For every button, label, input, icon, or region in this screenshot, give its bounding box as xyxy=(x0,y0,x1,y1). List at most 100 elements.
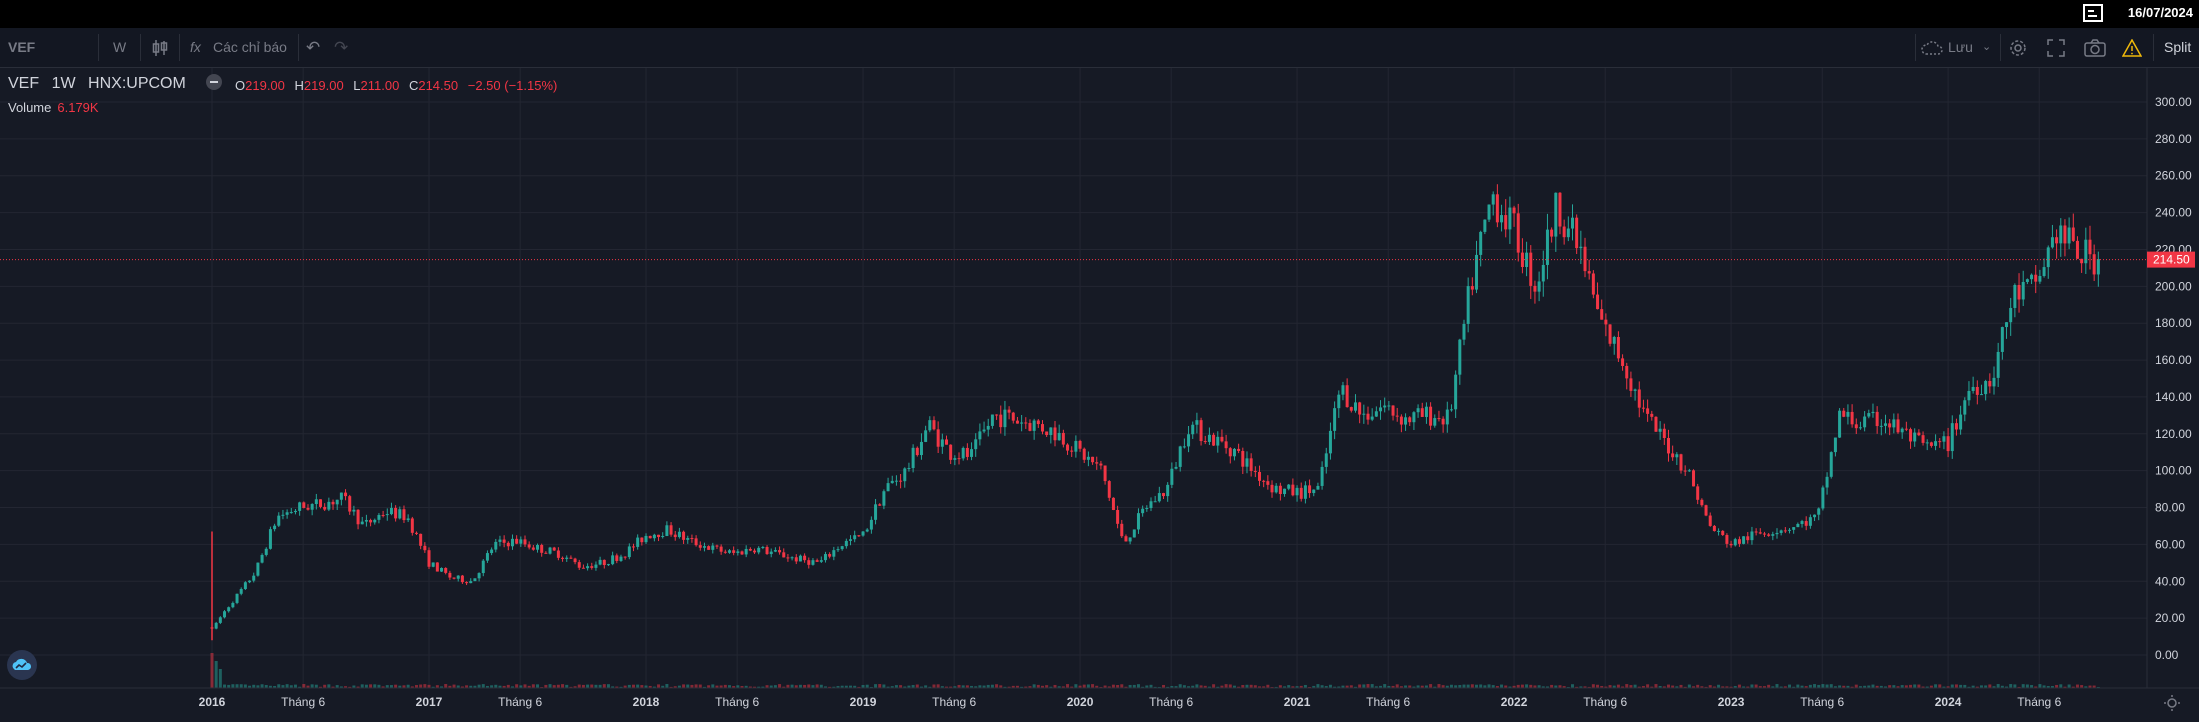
cloud-icon[interactable] xyxy=(1920,40,1944,56)
volume-bar xyxy=(2067,684,2071,688)
volume-bar xyxy=(260,684,264,688)
legend-exchange[interactable]: HNX:UPCOM xyxy=(88,75,186,92)
candle-body xyxy=(1374,411,1378,417)
candle-body xyxy=(481,560,485,574)
candle-body xyxy=(1132,529,1136,538)
camera-icon[interactable] xyxy=(2084,39,2106,57)
volume-bar xyxy=(1792,686,1796,688)
chart-pane[interactable]: 300.00 280.00 260.00 240.00 220.00 200.00 180.… xyxy=(0,68,2199,722)
gear-icon[interactable] xyxy=(2008,38,2028,58)
redo-icon[interactable]: ↷ xyxy=(334,38,349,57)
volume-bar xyxy=(506,684,510,688)
volume-bar xyxy=(1470,684,1474,688)
volume-bar xyxy=(869,686,873,688)
volume-bar xyxy=(1696,684,1700,688)
candle-body xyxy=(1295,487,1299,496)
volume-bar xyxy=(1466,684,1470,688)
volume-bar xyxy=(1587,686,1591,688)
candles-icon[interactable] xyxy=(152,39,168,57)
volume-bar xyxy=(882,684,886,688)
volume-bar xyxy=(1278,685,1282,688)
split-button[interactable]: Split xyxy=(2164,39,2192,55)
auto-scale-icon[interactable] xyxy=(2164,695,2180,711)
volume-bar xyxy=(2017,686,2021,688)
volume-bars xyxy=(210,653,2100,688)
candle-body xyxy=(1846,411,1850,417)
volume-bar xyxy=(1316,684,1320,688)
volume-bar xyxy=(1291,686,1295,688)
screen-icon[interactable] xyxy=(2083,4,2103,22)
volume-bar xyxy=(1675,686,1679,688)
undo-icon[interactable]: ↶ xyxy=(306,38,321,57)
candle-body xyxy=(2030,274,2034,280)
indicators-button[interactable]: Các chỉ báo xyxy=(213,39,287,55)
volume-bar xyxy=(548,684,552,688)
candle-body xyxy=(1462,323,1466,340)
candle-body xyxy=(1512,207,1516,214)
price-axis[interactable] xyxy=(2147,68,2199,688)
save-button[interactable]: Lưu xyxy=(1948,39,1973,55)
volume-bar xyxy=(1358,684,1362,688)
candle-body xyxy=(1683,470,1687,472)
volume-bar xyxy=(302,684,306,688)
candle-body xyxy=(1529,252,1533,286)
candle-body xyxy=(1587,271,1591,274)
volume-bar xyxy=(1429,684,1433,688)
volume-bar xyxy=(1550,684,1554,688)
volume-bar xyxy=(1879,685,1883,688)
volume-bar xyxy=(890,686,894,688)
candle-body xyxy=(1024,422,1028,424)
price-chart[interactable]: 300.00280.00260.00240.00220.00200.00180.… xyxy=(0,68,2199,722)
volume-bar xyxy=(1846,685,1850,688)
candle-body xyxy=(1600,309,1604,320)
legend-interval[interactable]: 1W xyxy=(51,75,76,92)
volume-bar xyxy=(314,684,318,688)
candle-body xyxy=(1942,436,1946,442)
indicators-icon[interactable]: fx xyxy=(190,39,201,55)
candle-body xyxy=(636,537,640,547)
warning-icon[interactable] xyxy=(2122,39,2142,57)
volume-bar xyxy=(431,686,435,688)
volume-bar xyxy=(769,685,773,688)
volume-bar xyxy=(894,685,898,688)
candle-body xyxy=(2096,259,2100,275)
volume-bar xyxy=(682,684,686,688)
candle-body xyxy=(1270,484,1274,493)
price-tick-label: 280.00 xyxy=(2155,132,2192,146)
volume-bar xyxy=(853,685,857,688)
volume-bar xyxy=(2046,686,2050,688)
candle-body xyxy=(419,533,423,546)
symbol-search[interactable]: VEF xyxy=(8,39,36,55)
candle-body xyxy=(886,483,890,492)
volume-bar xyxy=(794,685,798,688)
candle-body xyxy=(1191,424,1195,435)
chevron-down-icon[interactable]: ⌄ xyxy=(1982,41,1992,53)
candle-body xyxy=(828,554,832,557)
candle-body xyxy=(732,550,736,553)
volume-bar xyxy=(2075,684,2079,688)
candle-body xyxy=(510,538,514,547)
candle-body xyxy=(218,617,222,623)
volume-bar xyxy=(1946,686,1950,688)
volume-bar xyxy=(1182,685,1186,688)
volume-bar xyxy=(978,685,982,688)
legend-collapse-icon[interactable] xyxy=(206,74,223,90)
fullscreen-icon[interactable] xyxy=(2047,39,2065,57)
candle-body xyxy=(1938,441,1942,443)
tradingview-logo-icon[interactable] xyxy=(7,650,37,680)
legend-symbol[interactable]: VEF xyxy=(8,75,40,92)
volume-bar xyxy=(598,684,602,688)
volume-bar xyxy=(1245,684,1249,688)
interval-button[interactable]: W xyxy=(113,39,127,55)
volume-bar xyxy=(498,685,502,688)
volume-bar xyxy=(1500,684,1504,688)
volume-bar xyxy=(327,684,331,688)
candle-body xyxy=(849,539,853,541)
volume-bar xyxy=(2059,684,2063,688)
candle-body xyxy=(556,550,560,558)
candle-body xyxy=(677,531,681,538)
candle-body xyxy=(1141,508,1145,514)
volume-bar xyxy=(1166,686,1170,688)
time-tick-label: Tháng 6 xyxy=(715,695,759,709)
change-value: −2.50 (−1.15%) xyxy=(467,78,558,93)
